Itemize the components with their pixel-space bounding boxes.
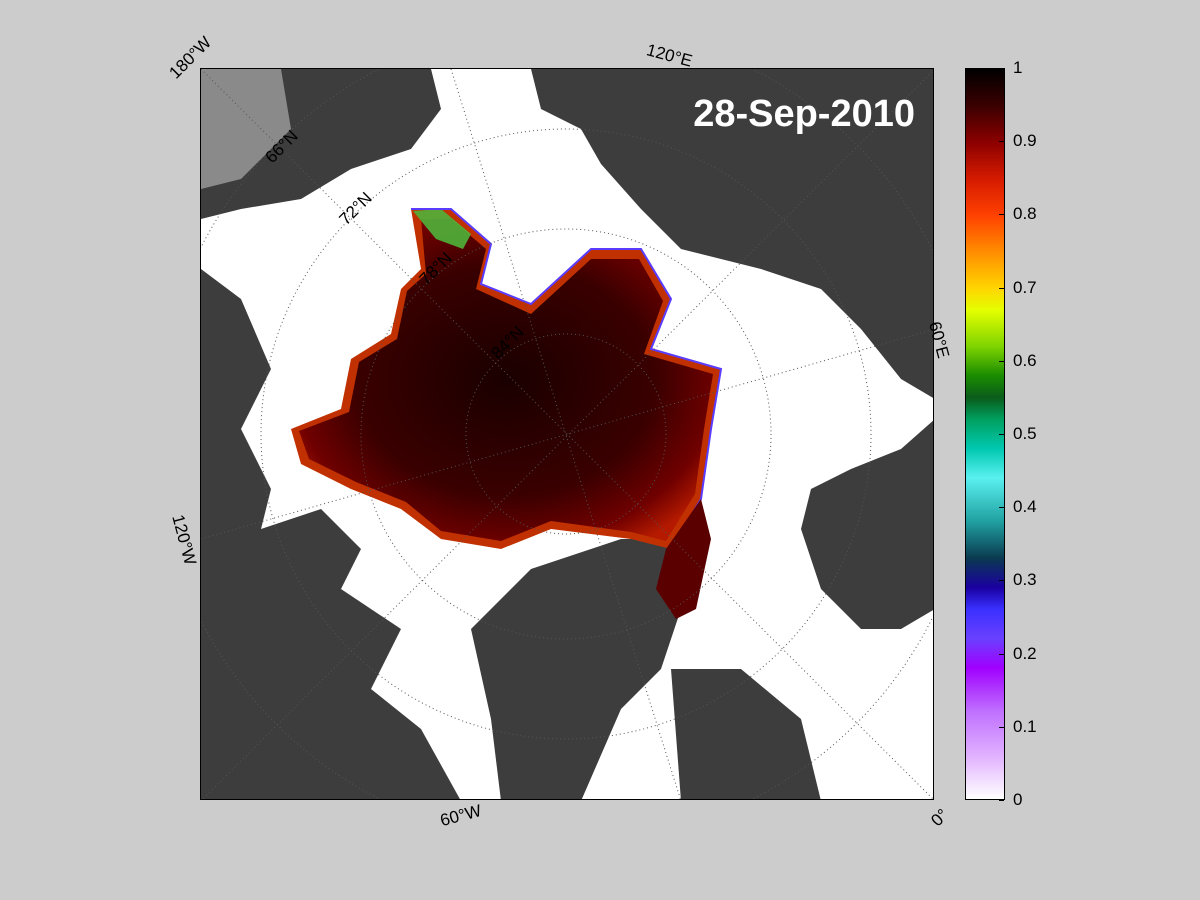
colorbar-tick-label: 0.7 — [1013, 277, 1037, 297]
sea-ice-core — [299, 219, 713, 541]
land-greenland — [471, 539, 681, 799]
land-light-nw — [201, 69, 291, 189]
colorbar-tick-mark — [999, 726, 1004, 728]
map-canvas — [201, 69, 933, 799]
colorbar-tick-label: 0.3 — [1013, 570, 1037, 590]
landmasses-light — [201, 69, 291, 189]
meridian-diag-1 — [201, 69, 933, 799]
colorbar-tick-mark — [999, 434, 1004, 435]
colorbar-tick-label: 0.8 — [1013, 204, 1037, 224]
colorbar-tick-mark — [999, 141, 1004, 143]
lon-label-120w: 120°W — [168, 512, 200, 568]
parallel-78n — [360, 228, 772, 640]
colorbar — [965, 68, 1005, 800]
colorbar-tick-label: 0.9 — [1013, 131, 1037, 151]
land-southeast — [671, 669, 821, 799]
parallel-84n — [465, 333, 667, 535]
colorbar-tick-label: 0.6 — [1013, 350, 1037, 370]
colorbar-tick-mark — [999, 507, 1004, 509]
lon-label-0: 0° — [927, 805, 953, 831]
colorbar-tick-label: 0.2 — [1013, 643, 1037, 663]
land-north — [531, 69, 933, 398]
colorbar-tick-mark — [999, 800, 1004, 801]
colorbar-tick-mark — [999, 653, 1004, 655]
colorbar-tick-mark — [999, 214, 1004, 216]
sea-ice-greenland-strip — [656, 499, 711, 619]
colorbar-tick-label: 1 — [1013, 58, 1023, 77]
parallel-72n — [260, 128, 872, 740]
colorbar-ticks: 1 0.9 0.8 0.7 0.6 0.5 0.4 0.3 0.2 0.1 0 — [999, 58, 1065, 809]
colorbar-tick-mark — [999, 580, 1004, 582]
landmasses — [201, 69, 933, 799]
colorbar-tick-label: 0.1 — [1013, 716, 1037, 736]
colorbar-tick-mark — [999, 287, 1004, 289]
graticule — [201, 69, 933, 799]
land-archipelago — [201, 269, 460, 799]
colorbar-tick-label: 0.4 — [1013, 497, 1037, 517]
sea-ice-map: 28-Sep-2010 66°N 72°N 78°N 84°N — [200, 68, 934, 800]
colorbar-tick-mark — [999, 68, 1004, 69]
date-label: 28-Sep-2010 — [693, 93, 915, 135]
meridian-diag-2 — [202, 70, 933, 799]
land-east — [801, 420, 933, 629]
colorbar-tick-label: 0.5 — [1013, 424, 1037, 443]
colorbar-tick-label: 0 — [1013, 790, 1023, 809]
lon-label-60w: 60°W — [438, 800, 484, 831]
colorbar-tick-mark — [999, 360, 1004, 362]
sea-ice-edge-blue — [411, 208, 723, 550]
lon-label-120e: 120°E — [644, 40, 695, 71]
sea-ice — [291, 208, 723, 619]
sea-ice-green-patch — [413, 209, 471, 249]
meridian-horiz — [201, 329, 933, 540]
